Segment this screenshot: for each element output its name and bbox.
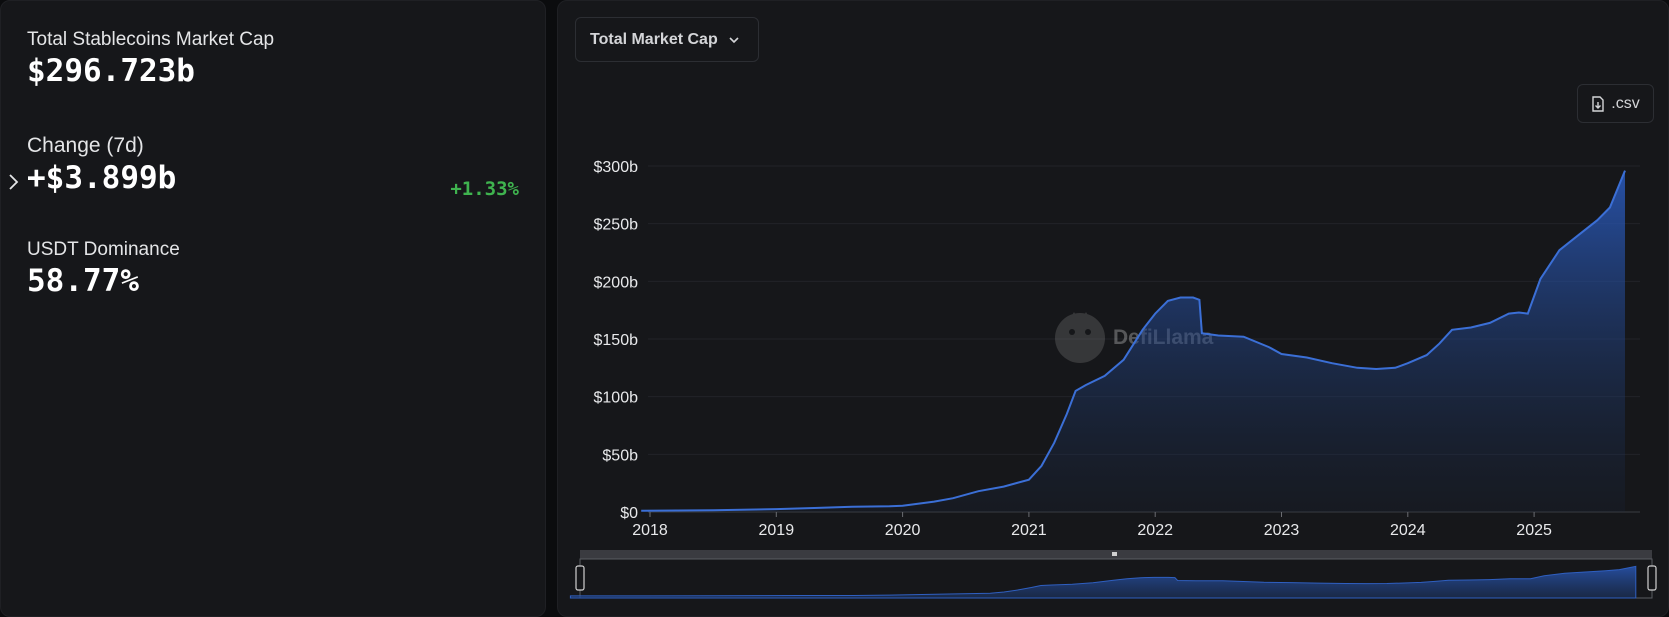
usdt-dominance-stat: USDT Dominance 58.77% [27, 239, 180, 299]
csv-download-button[interactable]: .csv [1577, 84, 1654, 123]
csv-button-label: .csv [1611, 94, 1640, 112]
chart-type-dropdown[interactable]: Total Market Cap [575, 17, 759, 62]
usdt-dominance-label: USDT Dominance [27, 239, 180, 260]
total-market-cap-label: Total Stablecoins Market Cap [27, 29, 275, 50]
chart-type-dropdown-label: Total Market Cap [590, 30, 718, 48]
total-market-cap-stat: Total Stablecoins Market Cap $296.723b [27, 29, 274, 89]
chevron-right-icon[interactable] [7, 173, 21, 191]
chevron-down-icon [729, 36, 739, 43]
file-download-icon [1592, 95, 1604, 112]
chart-panel: Total Market Cap .csv [557, 0, 1669, 617]
change-7d-value: +$3.899b [27, 160, 177, 196]
stats-panel: Total Stablecoins Market Cap $296.723b C… [0, 0, 546, 617]
total-market-cap-value: $296.723b [27, 53, 195, 89]
change-7d-label: Change (7d) [27, 134, 144, 157]
change-7d-stat: Change (7d) +$3.899b [27, 134, 176, 196]
change-7d-percent: +1.33% [450, 178, 519, 200]
usdt-dominance-value: 58.77% [27, 263, 139, 299]
